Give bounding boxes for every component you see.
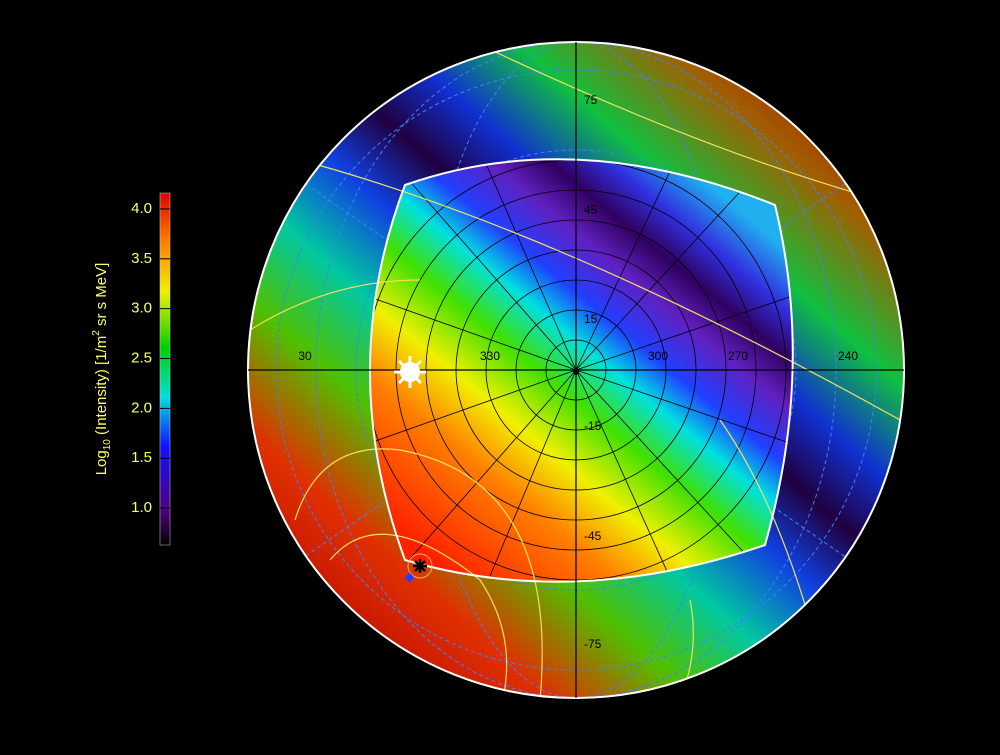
- longitude-label: 240: [838, 349, 858, 363]
- label-part: Log: [93, 450, 110, 475]
- label-part: sr s MeV]: [93, 263, 110, 331]
- colorbar-tick-label: 3.5: [131, 250, 152, 267]
- colorbar-tick-label: 1.5: [131, 449, 152, 466]
- white-star: [394, 356, 426, 388]
- colorbar-tick-label: 4.0: [131, 200, 152, 217]
- inner-border: [369, 158, 794, 583]
- direction-marker: [404, 553, 433, 583]
- colorbar-tick-label: 1.0: [131, 499, 152, 516]
- latitude-label: 75: [584, 93, 598, 107]
- latitude-label: -75: [584, 637, 602, 651]
- longitude-label: 330: [480, 349, 500, 363]
- longitude-label: 30: [298, 349, 312, 363]
- latitude-label: 15: [584, 312, 598, 326]
- latitude-label: -15: [584, 419, 602, 433]
- latitude-label: 45: [584, 203, 598, 217]
- center-mark: [573, 369, 579, 375]
- longitude-label: 270: [728, 349, 748, 363]
- colorbar-label: Log10 (Intensity) [1/m2 sr s MeV]: [91, 263, 113, 476]
- latitude-label: -45: [584, 529, 602, 543]
- longitude-label: 300: [648, 349, 668, 363]
- label-part: (Intensity) [1/m: [93, 336, 110, 439]
- colorbar-tick-label: 3.0: [131, 300, 152, 317]
- label-sub: 10: [102, 439, 113, 451]
- colorbar-ramp: [159, 192, 171, 546]
- colorbar-tick-label: 2.5: [131, 349, 152, 366]
- label-sup: 2: [91, 330, 102, 336]
- colorbar: Log10 (Intensity) [1/m2 sr s MeV] 1.0 1.5…: [91, 192, 171, 546]
- yellow-curves: [249, 42, 901, 698]
- colorbar-tick-label: 2.0: [131, 399, 152, 416]
- coordinate-labels: 30 330 300 270 240 75 45 15 -15 -45 -75: [298, 93, 858, 651]
